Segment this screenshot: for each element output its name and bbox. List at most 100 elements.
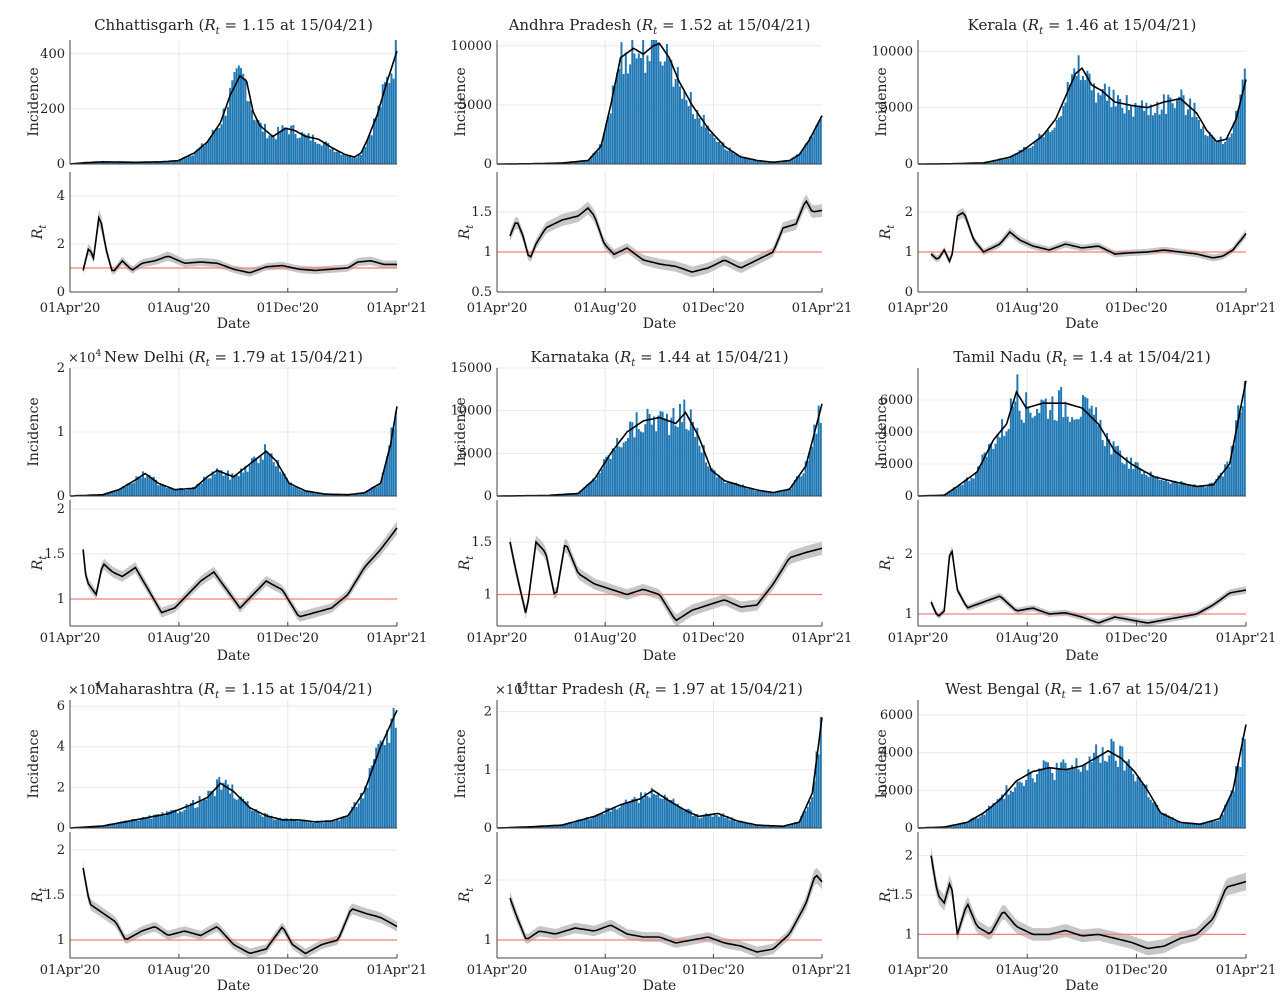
date-tick-label: 01Apr'21 — [792, 631, 853, 646]
incidence-bar — [218, 777, 221, 828]
incidence-bar — [575, 493, 577, 496]
incidence-bar — [670, 59, 673, 165]
incidence-bar — [1018, 781, 1021, 828]
incidence-bar — [1001, 419, 1004, 496]
incidence-bar — [559, 494, 562, 496]
incidence-bar — [733, 819, 736, 828]
incidence-bar — [1165, 113, 1168, 164]
incidence-bar — [183, 158, 186, 164]
incidence-bar — [972, 478, 975, 496]
incidence-bar — [1195, 117, 1198, 164]
incidence-bar — [731, 817, 733, 828]
incidence-bar — [386, 730, 389, 828]
incidence-bar — [117, 490, 120, 496]
incidence-bar — [605, 123, 608, 164]
incidence-bar — [1230, 790, 1233, 828]
incidence-bar — [368, 768, 371, 828]
incidence-bar — [351, 157, 354, 164]
incidence-bar — [668, 58, 671, 164]
incidence-bar — [235, 474, 238, 496]
incidence-bar — [553, 825, 556, 828]
incidence-bar — [220, 124, 223, 164]
incidence-bar — [364, 785, 367, 828]
incidence-bar — [146, 817, 149, 828]
incidence-bar — [950, 825, 953, 828]
incidence-bar — [388, 445, 391, 496]
date-tick-label: 01Apr'20 — [888, 301, 949, 316]
incidence-bar — [1025, 780, 1028, 828]
incidence-bar — [137, 162, 140, 164]
incidence-bar — [707, 814, 710, 828]
incidence-bar — [104, 824, 107, 828]
incidence-bar — [1053, 419, 1056, 496]
incidence-bar — [205, 143, 208, 164]
incidence-bar — [250, 810, 253, 828]
date-tick-label: 01Dec'20 — [1105, 631, 1167, 646]
incidence-bar — [335, 151, 338, 164]
incidence-ytick-label: 2 — [57, 361, 65, 376]
incidence-bar — [102, 825, 105, 828]
incidence-bar — [804, 461, 807, 496]
incidence-bar — [694, 118, 697, 164]
incidence-bar — [296, 138, 299, 164]
incidence-bar — [637, 802, 640, 828]
incidence-bar — [253, 810, 256, 828]
rt-axis-label: Rt — [457, 224, 476, 241]
incidence-bar — [144, 817, 147, 828]
panel-title-west-bengal: West Bengal (Rt = 1.67 at 15/04/21) — [945, 680, 1219, 701]
incidence-bar — [811, 797, 814, 828]
incidence-bar — [242, 798, 245, 828]
incidence-bar — [1049, 132, 1052, 164]
incidence-bar — [216, 779, 219, 828]
incidence-bar — [1239, 767, 1242, 828]
incidence-ytick-label: 0 — [905, 157, 913, 172]
incidence-bar — [761, 161, 764, 164]
rt-ytick-label: 1.5 — [44, 888, 65, 903]
incidence-bar — [718, 141, 720, 164]
incidence-bar — [1027, 148, 1030, 164]
incidence-bar — [161, 812, 164, 828]
incidence-bar — [1029, 412, 1032, 496]
incidence-bar — [322, 822, 325, 828]
incidence-bar — [770, 492, 772, 496]
incidence-bar — [787, 825, 790, 828]
incidence-bar — [666, 413, 668, 496]
incidence-bar — [789, 160, 792, 164]
incidence-bar — [592, 816, 595, 828]
incidence-bar — [270, 815, 273, 828]
rt-ytick-label: 1.5 — [471, 205, 492, 220]
panel-title-kerala: Kerala (Rt = 1.46 at 15/04/21) — [968, 16, 1197, 37]
incidence-bar — [200, 143, 203, 164]
incidence-bar — [596, 474, 599, 496]
incidence-bar — [776, 490, 779, 496]
incidence-bar — [809, 136, 811, 164]
incidence-bar — [335, 819, 338, 828]
incidence-bar — [107, 492, 110, 496]
rt-ytick-label: 4 — [57, 189, 65, 204]
incidence-bar — [679, 86, 681, 164]
incidence-bar — [819, 422, 822, 496]
incidence-bar — [1143, 784, 1146, 828]
incidence-bar — [1009, 398, 1012, 496]
incidence-axis-label: Incidence — [874, 67, 890, 136]
incidence-bar — [231, 80, 234, 164]
incidence-bar — [957, 485, 960, 496]
incidence-bar — [325, 141, 328, 164]
incidence-bar — [1162, 94, 1165, 164]
incidence-bar — [139, 162, 142, 164]
incidence-bar — [1036, 140, 1039, 164]
incidence-bar — [1121, 462, 1124, 496]
incidence-ytick-label: 5000 — [459, 446, 492, 461]
incidence-bar — [579, 490, 582, 496]
incidence-bar — [728, 819, 731, 828]
rt-ytick-label: 1.5 — [471, 535, 492, 550]
incidence-ytick-label: 400 — [40, 47, 65, 62]
rt-curve — [82, 214, 397, 274]
incidence-bar — [1092, 752, 1095, 828]
incidence-bar — [1235, 766, 1238, 828]
incidence-bar — [261, 459, 264, 496]
incidence-axis-label: Incidence — [26, 397, 42, 466]
incidence-bar — [722, 480, 725, 496]
incidence-bar — [1066, 416, 1069, 496]
rt-curve — [509, 540, 823, 622]
